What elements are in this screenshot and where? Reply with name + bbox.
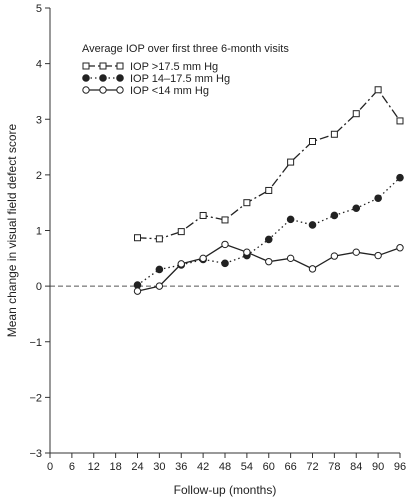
x-tick-label: 36 (175, 461, 187, 473)
x-tick-label: 6 (69, 461, 75, 473)
data-point (133, 287, 142, 295)
data-point (199, 254, 207, 263)
data-point (177, 228, 185, 236)
series-line (137, 88, 401, 240)
y-tick-label: 5 (36, 3, 42, 15)
data-point (286, 215, 295, 224)
legend-marker (116, 74, 124, 82)
x-tick-label: 0 (47, 461, 53, 473)
x-tick-label: 84 (350, 461, 362, 473)
legend-marker (99, 62, 107, 70)
legend-marker (99, 86, 107, 94)
data-point (374, 194, 382, 203)
series-line (137, 243, 401, 292)
data-point (133, 281, 142, 289)
y-axis-title: Mean change in visual field defect score (5, 123, 19, 337)
data-point (155, 235, 163, 243)
data-point (199, 211, 207, 219)
data-point (396, 173, 404, 182)
x-tick-label: 78 (328, 461, 340, 473)
series-2 (133, 240, 404, 295)
x-tick-label: 24 (131, 461, 143, 473)
legend-label: IOP 14–17.5 mm Hg (130, 73, 230, 85)
data-point (330, 130, 338, 138)
x-tick-label: 42 (197, 461, 209, 473)
y-tick-label: 0 (36, 281, 42, 293)
data-point (243, 248, 251, 256)
data-point (177, 260, 185, 268)
data-point (155, 282, 164, 290)
data-point (287, 158, 295, 166)
x-axis-title: Follow-up (months) (174, 483, 277, 497)
data-point (374, 251, 382, 260)
x-tick-label: 66 (285, 461, 297, 473)
data-point (221, 240, 229, 249)
y-tick-label: −1 (29, 337, 42, 349)
legend: Average IOP over first three 6-month vis… (82, 43, 289, 97)
data-point (330, 211, 339, 220)
data-point (265, 257, 273, 266)
y-tick-label: 3 (36, 114, 42, 126)
data-point (352, 110, 360, 118)
data-point (155, 265, 164, 274)
x-tick-label: 72 (306, 461, 318, 473)
data-point (330, 252, 339, 260)
x-tick-label: 48 (219, 461, 231, 473)
legend-marker (99, 74, 107, 82)
x-tick-label: 30 (153, 461, 165, 473)
data-point (352, 204, 361, 213)
x-tick-label: 18 (110, 461, 122, 473)
data-point (134, 234, 141, 242)
legend-marker (116, 62, 124, 70)
data-point (286, 254, 295, 263)
x-tick-label: 12 (88, 461, 100, 473)
y-tick-label: 1 (36, 226, 42, 238)
data-point (221, 259, 229, 268)
data-point (308, 265, 317, 273)
legend-label: IOP <14 mm Hg (130, 85, 209, 97)
y-tick-label: 2 (36, 170, 42, 182)
data-point (396, 117, 404, 125)
x-tick-label: 60 (263, 461, 275, 473)
data-point (309, 138, 316, 145)
y-tick-label: 4 (36, 59, 42, 71)
data-point (221, 216, 229, 224)
data-point (308, 221, 317, 229)
y-tick-label: −2 (29, 392, 42, 404)
legend-marker (82, 86, 90, 94)
data-point (243, 199, 251, 207)
legend-marker (116, 86, 124, 94)
data-point (265, 186, 273, 194)
data-point (264, 235, 273, 244)
x-tick-label: 54 (241, 461, 253, 473)
series-0 (134, 86, 404, 243)
legend-title: Average IOP over first three 6-month vis… (82, 43, 289, 55)
y-tick-label: −3 (29, 448, 42, 460)
legend-marker (82, 74, 90, 82)
data-point (396, 244, 404, 252)
legend-marker (82, 62, 90, 70)
legend-label: IOP >17.5 mm Hg (130, 61, 218, 73)
x-tick-label: 96 (394, 461, 406, 473)
x-tick-label: 90 (372, 461, 384, 473)
data-point (374, 86, 382, 94)
data-point (352, 248, 360, 256)
series-layer (133, 86, 404, 295)
